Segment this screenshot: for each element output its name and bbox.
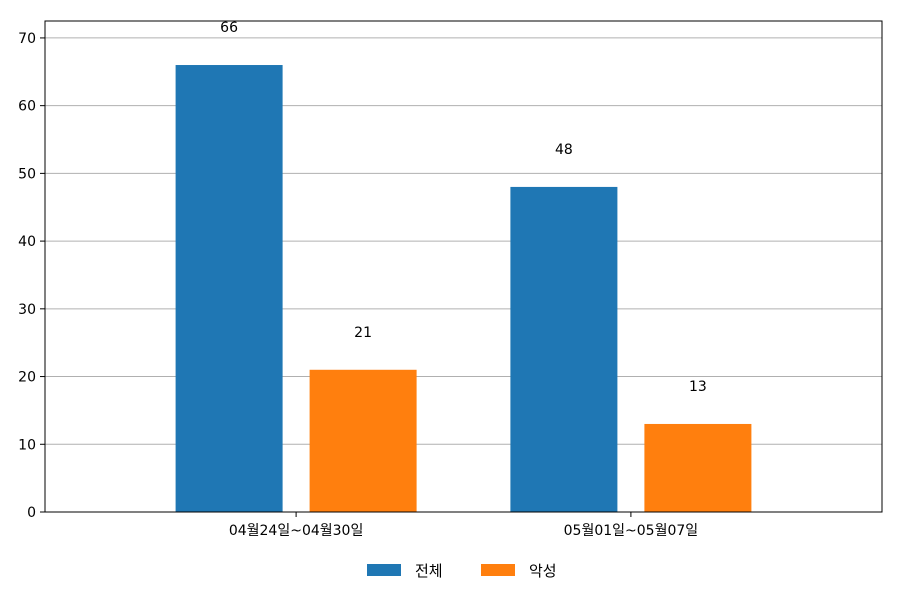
y-tick-label: 30 xyxy=(18,302,36,318)
data-label: 48 xyxy=(555,142,573,158)
data-label: 21 xyxy=(354,325,372,341)
legend-swatch xyxy=(481,564,515,576)
y-tick-label: 40 xyxy=(18,234,36,250)
data-label: 13 xyxy=(689,379,707,395)
x-tick-label: 05월01일~05월07일 xyxy=(564,523,699,539)
legend-swatch xyxy=(367,564,401,576)
bars xyxy=(175,65,752,512)
legend-label: 전체 xyxy=(415,562,443,580)
y-tick-label: 70 xyxy=(18,31,36,47)
x-axis: 04월24일~04월30일 05월01일~05월07일 xyxy=(229,512,698,539)
bar-1-1 xyxy=(644,423,752,512)
y-tick-label: 60 xyxy=(18,99,36,115)
y-tick-label: 20 xyxy=(18,370,36,386)
bar-0-1 xyxy=(510,186,618,512)
data-label: 66 xyxy=(220,20,238,36)
legend-label: 악성 xyxy=(529,562,557,580)
y-axis: 0 10 20 30 40 50 60 70 xyxy=(18,31,45,521)
bar-0-0 xyxy=(175,65,283,512)
legend: 전체 악성 xyxy=(367,562,557,580)
y-tick-label: 0 xyxy=(27,505,36,521)
gridlines xyxy=(45,37,882,445)
y-tick-label: 10 xyxy=(18,437,36,453)
y-tick-label: 50 xyxy=(18,166,36,182)
data-labels: 66 48 21 13 xyxy=(220,20,707,395)
x-tick-label: 04월24일~04월30일 xyxy=(229,523,364,539)
bar-1-0 xyxy=(309,369,417,512)
plot-frame xyxy=(44,20,883,513)
